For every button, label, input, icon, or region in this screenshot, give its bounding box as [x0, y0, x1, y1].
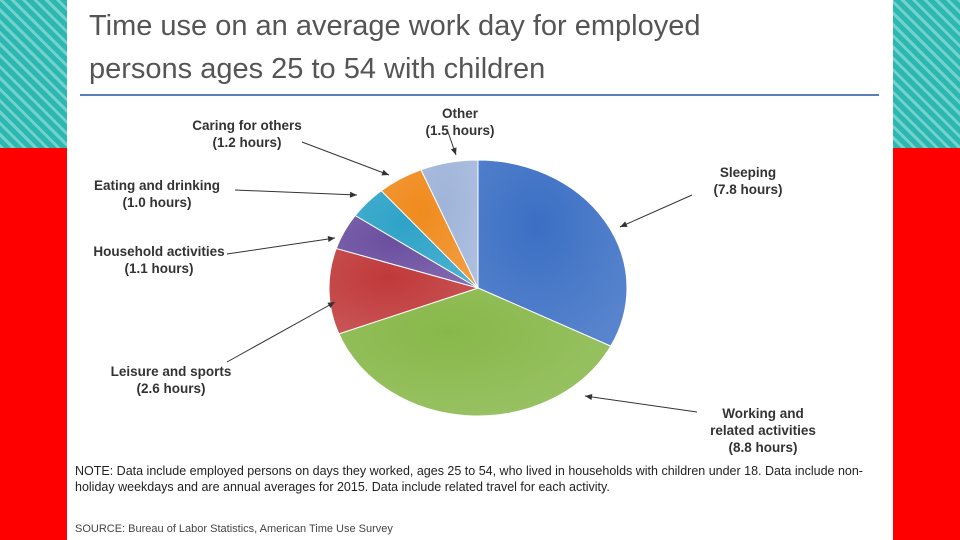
slice-label-text: Sleeping — [720, 165, 776, 180]
leader-arrowhead — [381, 169, 389, 176]
slice-label-text: Caring for others — [192, 118, 302, 133]
slice-label-text: Household activities — [93, 244, 224, 259]
slice-label-text: related activities — [710, 423, 816, 438]
pie-slice-other — [420, 159, 479, 289]
slice-label-text: Eating and drinking — [94, 178, 220, 193]
leader-line — [584, 395, 698, 413]
teal-band-left — [0, 0, 70, 148]
leader-arrowhead — [450, 147, 457, 155]
teal-band-right — [890, 0, 960, 148]
leader-line — [619, 194, 693, 228]
slice-value-text: (1.0 hours) — [122, 195, 191, 210]
leader-line — [234, 189, 358, 196]
chart-source: SOURCE: Bureau of Labor Statistics, Amer… — [75, 523, 393, 535]
slice-value-text: (1.5 hours) — [425, 123, 494, 138]
slice-label-leisure-and-sports: Leisure and sports (2.6 hours) — [111, 301, 336, 396]
slice-value-text: (1.2 hours) — [212, 135, 281, 150]
slice-label-text: Other — [442, 106, 479, 121]
slice-value-text: (2.6 hours) — [136, 381, 205, 396]
slice-value-text: (1.1 hours) — [124, 261, 193, 276]
slice-label-working-and-related-activities: Working and related activities (8.8 hours) — [584, 394, 816, 455]
chart-note: NOTE: Data include employed persons on d… — [75, 464, 863, 494]
leader-arrowhead — [620, 221, 628, 227]
chart-title-line-2: persons ages 25 to 54 with children — [89, 53, 545, 85]
leader-line — [226, 237, 336, 255]
slice-value-text: (7.8 hours) — [713, 182, 782, 197]
slice-label-other: Other (1.5 hours) — [425, 106, 495, 156]
pie-slices — [328, 159, 628, 417]
pie-slice-sleeping — [477, 159, 628, 347]
leader-arrowhead — [349, 191, 357, 198]
slice-label-text: Working and — [722, 406, 804, 421]
slice-value-text: (8.8 hours) — [728, 440, 797, 455]
pie-slice-leisure-and-sports — [328, 247, 480, 335]
pie-chart: Time use on an average work day for empl… — [80, 10, 879, 455]
leader-arrowhead — [585, 394, 593, 400]
slice-label-household-activities: Household activities (1.1 hours) — [93, 236, 336, 276]
slide: Time use on an average work day for empl… — [67, 0, 893, 540]
leader-line — [301, 141, 390, 176]
leader-arrowhead — [327, 302, 335, 309]
leader-arrowhead — [327, 236, 335, 242]
slice-label-eating-and-drinking: Eating and drinking (1.0 hours) — [94, 178, 358, 210]
pie-slice-working-and-related-activities — [338, 287, 612, 417]
slice-labels: Sleeping (7.8 hours) Working and related ac… — [93, 106, 816, 455]
slice-label-sleeping: Sleeping (7.8 hours) — [619, 165, 783, 228]
slice-label-text: Leisure and sports — [111, 364, 232, 379]
leader-line — [226, 301, 336, 363]
chart-title-line-1: Time use on an average work day for empl… — [89, 10, 700, 42]
slice-label-caring-for-others: Caring for others (1.2 hours) — [192, 118, 390, 176]
